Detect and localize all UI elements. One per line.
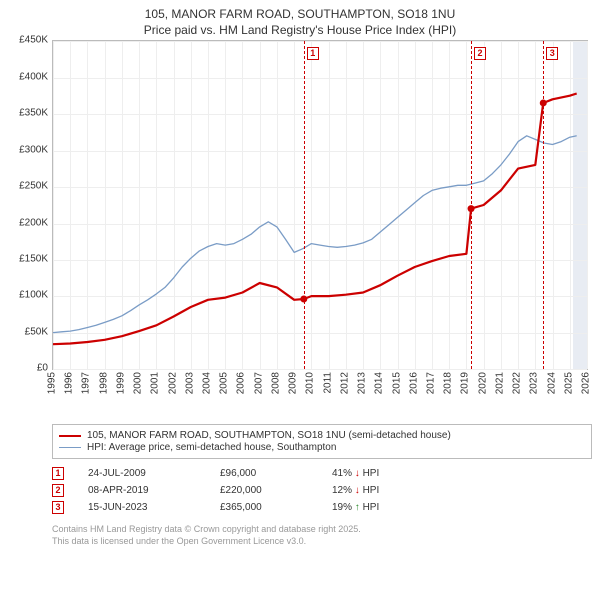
event-marker: 3 [546, 47, 558, 60]
legend: 105, MANOR FARM ROAD, SOUTHAMPTON, SO18 … [52, 424, 592, 459]
x-tick-label: 2009 [288, 372, 299, 394]
event-marker: 2 [474, 47, 486, 60]
event-date-2: 08-APR-2019 [88, 485, 208, 496]
x-tick-label: 2024 [546, 372, 557, 394]
event-row-1: 1 24-JUL-2009 £96,000 41% ↓ HPI [52, 467, 592, 480]
event-price-2: £220,000 [220, 485, 320, 496]
y-tick-label: £250K [8, 181, 48, 192]
x-tick-label: 2022 [512, 372, 523, 394]
x-tick-label: 2017 [425, 372, 436, 394]
y-tick-label: £150K [8, 254, 48, 265]
x-tick-label: 1998 [98, 372, 109, 394]
event-row-2: 2 08-APR-2019 £220,000 12% ↓ HPI [52, 484, 592, 497]
y-tick-label: £50K [8, 326, 48, 337]
x-tick-label: 2006 [236, 372, 247, 394]
y-tick-label: £100K [8, 290, 48, 301]
y-tick-label: £450K [8, 35, 48, 46]
legend-label-price-paid: 105, MANOR FARM ROAD, SOUTHAMPTON, SO18 … [87, 430, 451, 441]
x-tick-label: 2001 [150, 372, 161, 394]
x-tick-label: 2025 [563, 372, 574, 394]
legend-swatch-price-paid [59, 435, 81, 437]
event-line [543, 41, 544, 369]
x-tick-label: 2021 [494, 372, 505, 394]
legend-swatch-hpi [59, 447, 81, 448]
x-tick-label: 2010 [305, 372, 316, 394]
event-delta-3: 19% ↑ HPI [332, 502, 452, 513]
x-tick-label: 2015 [391, 372, 402, 394]
event-date-3: 15-JUN-2023 [88, 502, 208, 513]
x-tick-label: 2011 [322, 372, 333, 394]
event-delta-1: 41% ↓ HPI [332, 468, 452, 479]
x-tick-label: 2004 [202, 372, 213, 394]
event-marker: 1 [307, 47, 319, 60]
event-num-1: 1 [52, 467, 64, 480]
y-axis: £0£50K£100K£150K£200K£250K£300K£350K£400… [8, 40, 48, 370]
legend-label-hpi: HPI: Average price, semi-detached house,… [87, 442, 336, 453]
legend-item-price-paid: 105, MANOR FARM ROAD, SOUTHAMPTON, SO18 … [59, 430, 585, 441]
event-line [471, 41, 472, 369]
event-price-1: £96,000 [220, 468, 320, 479]
attribution-line1: Contains HM Land Registry data © Crown c… [52, 524, 592, 536]
event-row-3: 3 15-JUN-2023 £365,000 19% ↑ HPI [52, 501, 592, 514]
chart: £0 £50K £100K £150K £200K £250K £300K £350K £400… [8, 40, 592, 420]
x-tick-label: 2016 [408, 372, 419, 394]
title-line2: Price paid vs. HM Land Registry's House … [144, 23, 456, 37]
event-num-3: 3 [52, 501, 64, 514]
attribution: Contains HM Land Registry data © Crown c… [52, 524, 592, 547]
event-delta-2: 12% ↓ HPI [332, 485, 452, 496]
page: 105, MANOR FARM ROAD, SOUTHAMPTON, SO18 … [0, 0, 600, 590]
legend-item-hpi: HPI: Average price, semi-detached house,… [59, 442, 585, 453]
y-tick-label: £0 [8, 363, 48, 374]
x-tick-label: 2005 [219, 372, 230, 394]
x-tick-label: 2013 [357, 372, 368, 394]
chart-title: 105, MANOR FARM ROAD, SOUTHAMPTON, SO18 … [8, 6, 592, 38]
x-tick-label: 2000 [133, 372, 144, 394]
x-tick-label: 2008 [270, 372, 281, 394]
events-table: 1 24-JUL-2009 £96,000 41% ↓ HPI 2 08-APR… [52, 467, 592, 514]
attribution-line2: This data is licensed under the Open Gov… [52, 536, 592, 548]
x-tick-label: 2003 [184, 372, 195, 394]
x-tick-label: 1999 [115, 372, 126, 394]
event-num-2: 2 [52, 484, 64, 497]
y-tick-label: £400K [8, 71, 48, 82]
event-line [304, 41, 305, 369]
x-tick-label: 2026 [581, 372, 592, 394]
event-date-1: 24-JUL-2009 [88, 468, 208, 479]
x-axis: 1995199619971998199920002001200220032004… [52, 372, 588, 420]
y-tick-label: £350K [8, 108, 48, 119]
x-tick-label: 2014 [374, 372, 385, 394]
y-tick-label: £300K [8, 144, 48, 155]
plot-area: 1 2 3 [52, 40, 588, 370]
x-tick-label: 2012 [339, 372, 350, 394]
x-tick-label: 1997 [81, 372, 92, 394]
event-price-3: £365,000 [220, 502, 320, 513]
y-tick-label: £200K [8, 217, 48, 228]
x-tick-label: 2023 [529, 372, 540, 394]
x-tick-label: 2018 [443, 372, 454, 394]
x-tick-label: 2007 [253, 372, 264, 394]
x-tick-label: 1996 [64, 372, 75, 394]
x-tick-label: 2002 [167, 372, 178, 394]
series-lines [53, 41, 587, 369]
x-tick-label: 2020 [477, 372, 488, 394]
title-line1: 105, MANOR FARM ROAD, SOUTHAMPTON, SO18 … [145, 7, 456, 21]
x-tick-label: 1995 [47, 372, 58, 394]
x-tick-label: 2019 [460, 372, 471, 394]
